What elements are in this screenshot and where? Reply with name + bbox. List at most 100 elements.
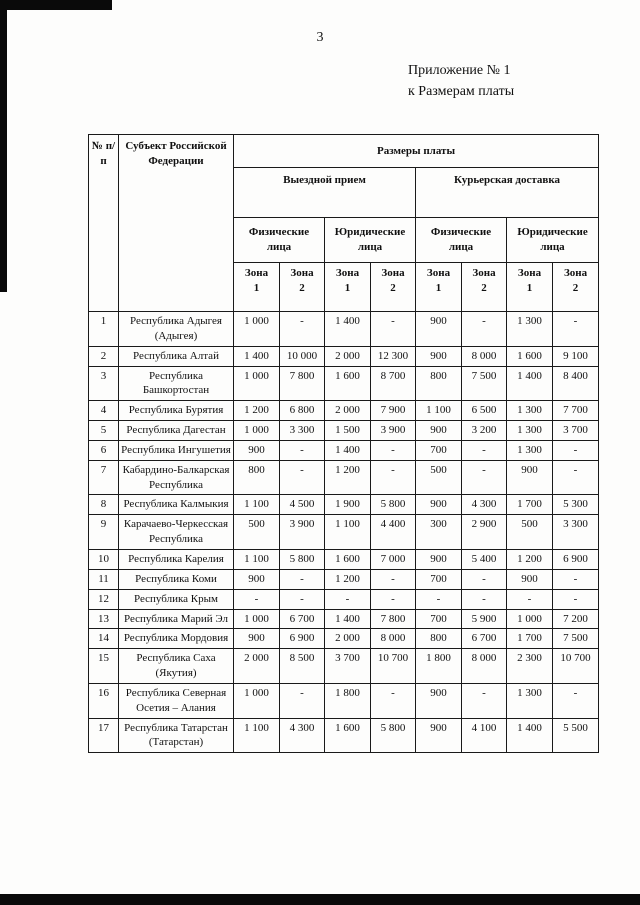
rate-value: - [279, 439, 325, 461]
rate-value: 7 800 [370, 608, 416, 630]
rate-value: 900 [506, 568, 553, 590]
rate-value: 7 700 [551, 400, 600, 422]
rate-value: 1 400 [506, 717, 553, 754]
table-row: 15 Республика Саха (Якутия) 2 000 8 500 3 70… [88, 648, 600, 684]
table-header: № п/п Субъект Российской Федерации Разме… [88, 134, 600, 312]
rate-value: 6 800 [279, 400, 325, 422]
rate-value: 1 000 [233, 682, 280, 719]
rate-value: 1 300 [506, 682, 553, 719]
rate-value: - [370, 439, 416, 461]
rate-value: 3 300 [279, 420, 325, 441]
scan-edge-left [0, 0, 7, 292]
rate-value: 1 000 [233, 420, 280, 441]
row-number: 9 [88, 514, 119, 550]
rate-value: 3 700 [324, 648, 371, 684]
subject-name: Республика Татарстан (Татарстан) [118, 717, 234, 754]
rate-value: 500 [506, 514, 553, 550]
rate-value: 1 400 [324, 439, 371, 461]
rate-value: 2 300 [506, 648, 553, 684]
rate-value: - [370, 568, 416, 590]
rate-value: 8 400 [551, 365, 600, 402]
row-number: 15 [88, 648, 119, 684]
rate-value: 5 800 [370, 717, 416, 754]
subject-name: Республика Северная Осетия – Алания [118, 682, 234, 719]
subject-name: Кабардино-Балкарская Республика [118, 459, 234, 496]
rate-value: 7 500 [461, 365, 507, 402]
row-number: 1 [88, 311, 119, 347]
rate-value: 8 000 [461, 648, 507, 684]
rate-value: 4 300 [279, 717, 325, 754]
rate-value: 1 200 [506, 548, 553, 570]
subject-name: Республика Карелия [118, 548, 234, 570]
subject-name: Республика Марий Эл [118, 608, 234, 630]
rate-value: 700 [415, 568, 462, 590]
rate-value: - [461, 568, 507, 590]
rate-value: - [370, 682, 416, 719]
rate-value: 6 700 [279, 608, 325, 630]
row-number: 10 [88, 548, 119, 570]
rate-value: 3 900 [370, 420, 416, 441]
rate-value: 5 800 [370, 494, 416, 516]
rate-value: - [370, 311, 416, 347]
rate-value: - [461, 439, 507, 461]
rate-value: - [551, 311, 600, 347]
rate-value: 6 700 [461, 628, 507, 650]
subject-name: Республика Крым [118, 588, 234, 610]
header-zone-1: Зона 1 [415, 262, 462, 312]
rate-value: 1 700 [506, 628, 553, 650]
page-number: 3 [316, 30, 324, 45]
rate-value: - [551, 459, 600, 496]
header-zone-2: Зона 2 [370, 262, 416, 312]
rate-value: 1 100 [233, 548, 280, 570]
rate-value: 1 600 [324, 365, 371, 402]
rate-value: 2 000 [233, 648, 280, 684]
rate-value: 1 200 [324, 568, 371, 590]
rate-value: 2 000 [324, 628, 371, 650]
scan-edge-bottom [0, 894, 640, 905]
rate-value: 1 100 [415, 400, 462, 422]
rate-value: 2 900 [461, 514, 507, 550]
table-row: 8 Республика Калмыкия 1 100 4 500 1 900 5 800… [88, 494, 600, 516]
rate-value: - [279, 568, 325, 590]
rate-value: - [370, 588, 416, 610]
rate-value: 7 500 [551, 628, 600, 650]
header-subject-col: Субъект Российской Федерации [118, 134, 234, 312]
rate-value: 6 500 [461, 400, 507, 422]
rate-value: 700 [415, 608, 462, 630]
header-zone-1: Зона 1 [233, 262, 280, 312]
rate-value: 800 [415, 628, 462, 650]
rate-value: - [461, 311, 507, 347]
table-row: 17 Республика Татарстан (Татарстан) 1 100 4… [88, 717, 600, 754]
rate-value: - [551, 568, 600, 590]
rate-value: 900 [415, 548, 462, 570]
row-number: 14 [88, 628, 119, 650]
header-number-col: № п/п [88, 134, 119, 312]
rate-value: 1 300 [506, 311, 553, 347]
rate-value: 1 900 [324, 494, 371, 516]
table-row: 9 Карачаево-Черкесская Республика 500 3 900… [88, 514, 600, 550]
rate-value: 6 900 [279, 628, 325, 650]
rate-value: 8 000 [461, 345, 507, 367]
header-zone-2: Зона 2 [279, 262, 325, 312]
rate-value: 300 [415, 514, 462, 550]
rate-value: 8 500 [279, 648, 325, 684]
rate-value: 3 300 [551, 514, 600, 550]
rate-value: 1 100 [233, 494, 280, 516]
header-row-2: Выездной прием Курьерская доставка [89, 167, 600, 218]
row-number: 12 [88, 588, 119, 610]
rate-value: - [506, 588, 553, 610]
header-group-courier: Курьерская доставка [414, 167, 600, 218]
rate-value: 7 800 [279, 365, 325, 402]
rate-value: - [551, 588, 600, 610]
rate-value: 1 700 [506, 494, 553, 516]
header-row-1: № п/п Субъект Российской Федерации Разме… [88, 134, 600, 312]
rate-value: 10 700 [551, 648, 600, 684]
rate-value: 3 200 [461, 420, 507, 441]
rate-value: - [461, 588, 507, 610]
rate-value: 2 000 [324, 345, 371, 367]
rate-value: - [233, 588, 280, 610]
rate-value: 900 [415, 311, 462, 347]
table-row: 14 Республика Мордовия 900 6 900 2 000 8 000 8… [88, 628, 600, 650]
rate-value: 1 200 [233, 400, 280, 422]
rate-value: 1 400 [324, 608, 371, 630]
